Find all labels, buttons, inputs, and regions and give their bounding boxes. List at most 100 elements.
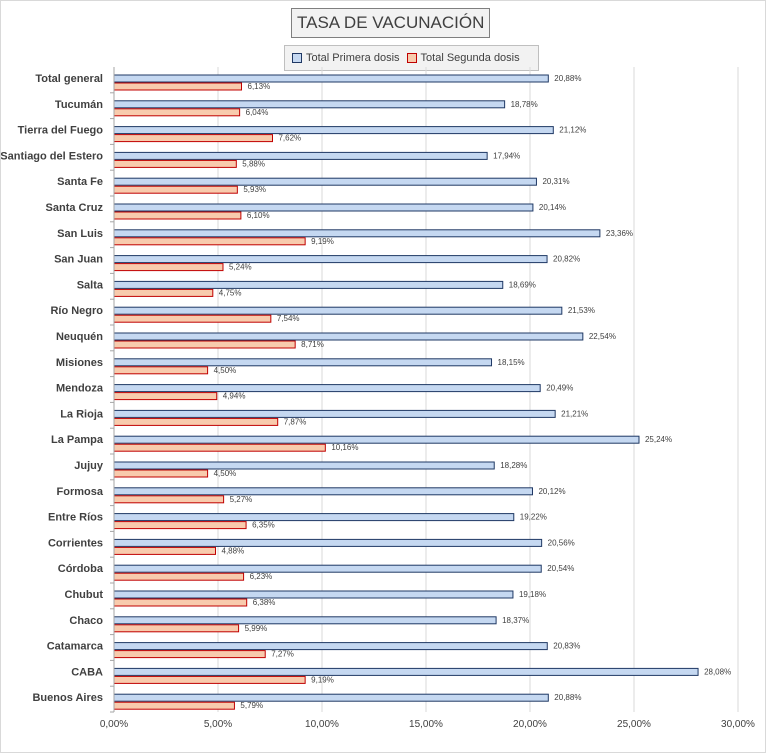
- data-label-segunda: 8,71%: [301, 340, 324, 349]
- data-label-segunda: 4,88%: [222, 546, 245, 555]
- category-label: Chubut: [65, 589, 104, 601]
- category-label: Entre Ríos: [48, 512, 103, 524]
- data-label-segunda: 7,27%: [271, 650, 294, 659]
- bar-primera: [113, 642, 548, 651]
- bar-segunda: [113, 159, 237, 168]
- bar-primera: [113, 203, 534, 212]
- data-label-primera: 20,49%: [546, 384, 573, 393]
- data-label-segunda: 7,62%: [278, 134, 301, 143]
- category-label: La Rioja: [60, 408, 104, 420]
- bar-segunda: [113, 392, 218, 401]
- x-tick-label: 10,00%: [305, 719, 339, 730]
- data-label-primera: 21,21%: [561, 409, 588, 418]
- bar-primera: [113, 151, 488, 160]
- data-label-segunda: 6,04%: [246, 108, 269, 117]
- bar-primera: [113, 461, 495, 470]
- data-label-segunda: 4,94%: [223, 392, 246, 401]
- legend-item-primera: Total Primera dosis: [292, 52, 400, 64]
- bar-segunda: [113, 701, 235, 710]
- category-label: Santiago del Estero: [1, 150, 103, 162]
- data-label-primera: 20,31%: [542, 177, 569, 186]
- data-label-segunda: 9,19%: [311, 675, 334, 684]
- category-label: Jujuy: [74, 460, 104, 472]
- category-label: Santa Cruz: [46, 202, 104, 214]
- bar-segunda: [113, 546, 217, 555]
- x-tick-label: 30,00%: [721, 719, 755, 730]
- bar-primera: [113, 100, 506, 109]
- bar-primera: [113, 409, 556, 418]
- bar-segunda: [113, 237, 306, 246]
- bar-primera: [113, 306, 563, 315]
- bar-primera: [113, 564, 542, 573]
- bar-primera: [113, 667, 699, 676]
- data-label-primera: 20,83%: [553, 642, 580, 651]
- bar-segunda: [113, 340, 296, 349]
- category-label: Total general: [35, 73, 103, 85]
- data-label-primera: 20,56%: [548, 538, 575, 547]
- category-label: Salta: [77, 279, 104, 291]
- legend-item-segunda: Total Segunda dosis: [406, 52, 520, 64]
- data-label-segunda: 5,88%: [242, 159, 265, 168]
- bar-primera: [113, 229, 601, 238]
- data-label-segunda: 6,23%: [250, 572, 273, 581]
- x-tick-label: 20,00%: [513, 719, 547, 730]
- data-label-segunda: 5,79%: [240, 701, 263, 710]
- bar-segunda: [113, 185, 238, 194]
- bar-primera: [113, 435, 640, 444]
- data-label-primera: 23,36%: [606, 229, 633, 238]
- legend-label-segunda: Total Segunda dosis: [420, 52, 520, 64]
- category-label: Neuquén: [56, 331, 103, 343]
- data-label-segunda: 5,27%: [230, 495, 253, 504]
- bar-primera: [113, 616, 497, 625]
- bar-primera: [113, 126, 554, 135]
- data-label-segunda: 7,54%: [277, 314, 300, 323]
- bar-primera: [113, 538, 543, 547]
- bar-segunda: [113, 650, 266, 659]
- category-label: Corrientes: [48, 537, 103, 549]
- data-label-segunda: 10,16%: [331, 443, 358, 452]
- data-label-primera: 18,69%: [509, 280, 536, 289]
- data-label-primera: 25,24%: [645, 435, 672, 444]
- category-label: Mendoza: [56, 383, 104, 395]
- category-label: Tierra del Fuego: [18, 125, 104, 137]
- x-tick-label: 5,00%: [204, 719, 232, 730]
- bar-segunda: [113, 624, 240, 633]
- bar-segunda: [113, 366, 209, 375]
- data-label-primera: 20,82%: [553, 255, 580, 264]
- data-label-segunda: 5,93%: [243, 185, 266, 194]
- category-label: Catamarca: [47, 641, 104, 653]
- category-label: Misiones: [56, 357, 103, 369]
- category-label: Buenos Aires: [32, 692, 103, 704]
- data-label-primera: 18,15%: [498, 358, 525, 367]
- data-label-primera: 20,54%: [547, 564, 574, 573]
- data-label-segunda: 6,35%: [252, 521, 275, 530]
- category-label: Tucumán: [55, 99, 103, 111]
- x-tick-label: 25,00%: [617, 719, 651, 730]
- bar-segunda: [113, 598, 248, 607]
- data-label-primera: 19,18%: [519, 590, 546, 599]
- data-label-segunda: 4,50%: [214, 469, 237, 478]
- bar-segunda: [113, 134, 273, 143]
- bar-segunda: [113, 417, 279, 426]
- legend: Total Primera dosis Total Segunda dosis: [284, 45, 539, 71]
- category-label: San Luis: [57, 228, 103, 240]
- data-label-primera: 19,22%: [520, 513, 547, 522]
- bar-segunda: [113, 263, 224, 272]
- bar-primera: [113, 255, 548, 264]
- bar-primera: [113, 384, 541, 393]
- data-label-primera: 20,88%: [554, 693, 581, 702]
- data-label-primera: 20,12%: [538, 487, 565, 496]
- category-label: Córdoba: [58, 563, 104, 575]
- category-label: La Pampa: [51, 434, 104, 446]
- bar-primera: [113, 332, 584, 341]
- data-label-primera: 18,37%: [502, 616, 529, 625]
- bar-primera: [113, 358, 493, 367]
- data-label-segunda: 6,10%: [247, 211, 270, 220]
- bar-segunda: [113, 443, 326, 452]
- bar-primera: [113, 487, 533, 496]
- category-label: CABA: [71, 666, 103, 678]
- legend-swatch-primera: [292, 53, 302, 63]
- bar-segunda: [113, 469, 209, 478]
